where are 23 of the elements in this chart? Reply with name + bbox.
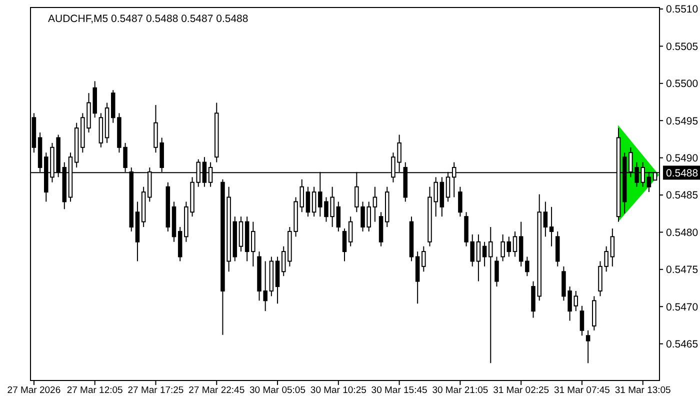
y-tick-label: 0.5475: [666, 264, 698, 276]
x-tick-label: 30 Mar 05:05: [250, 385, 306, 396]
x-tick-label: 30 Mar 15:45: [371, 385, 428, 396]
x-tick-label: 30 Mar 21:05: [432, 385, 488, 396]
x-tick-label: 27 Mar 12:05: [66, 385, 123, 396]
x-tick-label: 27 Mar 17:25: [128, 385, 184, 396]
x-tick-label: 31 Mar 02:25: [493, 385, 550, 396]
y-tick-label: 0.5470: [666, 301, 698, 314]
y-tick-label: 0.5485: [666, 190, 698, 202]
y-tick-label: 0.5465: [666, 338, 698, 350]
y-tick-label: 0.5505: [666, 40, 698, 53]
y-tick-label: 0.5495: [666, 115, 698, 128]
x-tick-label: 27 Mar 22:45: [188, 385, 245, 396]
y-tick-label: 0.5510: [666, 4, 698, 16]
x-tick-label: 31 Mar 07:45: [554, 385, 610, 396]
y-tick-label: 0.5490: [666, 152, 698, 164]
x-tick-label: 30 Mar 10:25: [310, 385, 366, 396]
y-tick-label: 0.5480: [666, 226, 698, 239]
ref-line-label: 0.5488: [666, 167, 698, 180]
y-tick-label: 0.5500: [666, 78, 698, 90]
chart-title: AUDCHF,M5 0.5487 0.5488 0.5487 0.5488: [48, 13, 248, 25]
x-tick-label: 27 Mar 2026: [7, 385, 61, 396]
x-tick-label: 31 Mar 13:05: [614, 385, 671, 396]
